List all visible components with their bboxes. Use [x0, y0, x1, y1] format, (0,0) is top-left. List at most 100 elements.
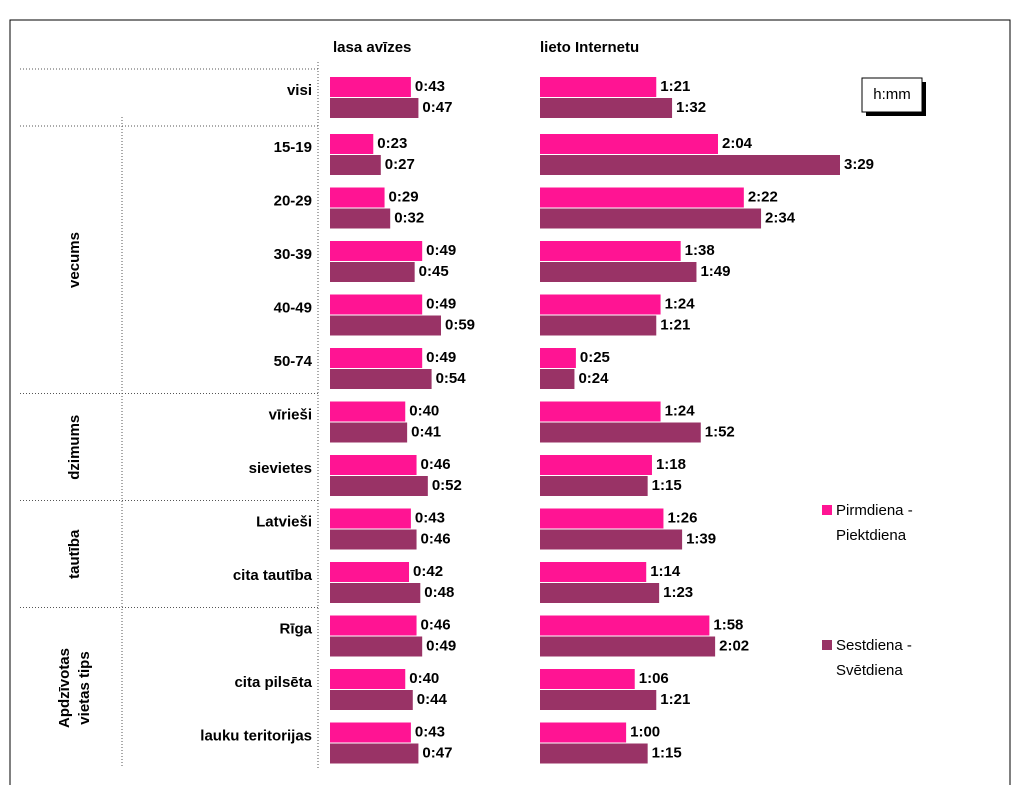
- category-label: cita tautība: [233, 567, 313, 584]
- value-label: 0:27: [385, 156, 415, 173]
- value-label: 0:45: [419, 263, 449, 280]
- panel-title: lasa avīzes: [333, 39, 411, 56]
- bar: [540, 476, 648, 496]
- value-label: 1:24: [665, 402, 696, 419]
- value-label: 1:24: [665, 295, 696, 312]
- category-label: 15-19: [274, 139, 312, 156]
- bar: [330, 476, 428, 496]
- value-label: 0:41: [411, 423, 441, 440]
- legend-swatch: [822, 640, 832, 650]
- value-label: 0:54: [436, 370, 467, 387]
- value-label: 1:18: [656, 456, 686, 473]
- value-label: 1:14: [650, 563, 681, 580]
- category-label: 20-29: [274, 192, 312, 209]
- bar: [540, 583, 660, 603]
- frame: [9, 19, 1011, 785]
- unit-note: h:mm: [873, 86, 911, 103]
- group-label: Apdzīvotas: [56, 648, 73, 728]
- value-label: 1:21: [660, 316, 690, 333]
- bar: [330, 187, 385, 208]
- value-label: 0:47: [422, 744, 452, 761]
- value-label: 1:15: [652, 477, 682, 494]
- bar: [330, 455, 417, 475]
- bar: [330, 562, 410, 582]
- category-label: lauku teritorijas: [200, 727, 312, 744]
- bar: [540, 294, 661, 315]
- bar: [540, 562, 647, 582]
- value-label: 1:38: [685, 242, 715, 259]
- bar: [330, 294, 423, 315]
- value-label: 0:44: [417, 691, 448, 708]
- bar: [330, 583, 421, 603]
- category-label: vīrieši: [269, 406, 312, 423]
- value-label: 1:00: [630, 723, 660, 740]
- value-label: 1:32: [676, 99, 706, 116]
- value-label: 1:23: [663, 584, 693, 601]
- bar: [540, 455, 652, 475]
- bar: [330, 636, 423, 657]
- value-label: 0:23: [377, 135, 407, 152]
- bar: [540, 208, 762, 229]
- category-label: visi: [287, 82, 312, 99]
- bar: [330, 241, 423, 261]
- value-label: 0:48: [424, 584, 454, 601]
- value-label: 0:32: [394, 209, 424, 226]
- group-label: tautība: [66, 529, 83, 579]
- value-label: 2:04: [722, 135, 753, 152]
- bar: [330, 348, 423, 368]
- group-label: vecums: [66, 232, 83, 288]
- bar: [330, 315, 441, 336]
- value-label: 1:06: [639, 670, 669, 687]
- value-label: 0:46: [421, 616, 451, 633]
- category-label: 50-74: [274, 353, 313, 370]
- value-label: 0:40: [409, 670, 439, 687]
- bar: [330, 369, 432, 389]
- legend-label: Pirmdiena -: [836, 502, 913, 519]
- value-label: 2:22: [748, 188, 778, 205]
- group-label: dzimums: [66, 415, 83, 480]
- value-label: 0:49: [426, 637, 456, 654]
- category-label: 30-39: [274, 246, 312, 263]
- category-label: 40-49: [274, 299, 312, 316]
- bar: [540, 669, 635, 689]
- category-label: sievietes: [249, 460, 312, 477]
- bar: [330, 508, 411, 529]
- value-label: 1:52: [705, 423, 735, 440]
- category-label: Latvieši: [256, 513, 312, 530]
- bar: [540, 690, 657, 710]
- bar: [540, 77, 657, 97]
- value-label: 0:29: [389, 188, 419, 205]
- value-label: 0:49: [426, 295, 456, 312]
- category-label: cita pilsēta: [234, 674, 312, 691]
- bar: [330, 722, 411, 743]
- bar: [540, 508, 664, 529]
- value-label: 0:43: [415, 509, 445, 526]
- value-label: 3:29: [844, 156, 874, 173]
- bar: [330, 208, 391, 229]
- legend-label: Sestdiena -: [836, 637, 912, 654]
- bar: [540, 187, 744, 208]
- value-label: 0:24: [578, 370, 609, 387]
- value-label: 0:43: [415, 78, 445, 95]
- bar: [540, 722, 627, 743]
- bar: [540, 636, 716, 657]
- bar: [330, 669, 406, 689]
- category-label: Rīga: [279, 620, 312, 637]
- unit-box: [861, 77, 923, 113]
- value-label: 0:49: [426, 349, 456, 366]
- bar: [540, 529, 683, 550]
- bar: [540, 743, 648, 764]
- value-label: 1:49: [700, 263, 730, 280]
- bar: [330, 77, 411, 97]
- bar: [330, 98, 419, 118]
- bar: [540, 348, 576, 368]
- bar: [540, 369, 575, 389]
- value-label: 1:39: [686, 530, 716, 547]
- legend-label: Svētdiena: [836, 662, 903, 679]
- bar: [540, 401, 661, 422]
- bar: [330, 529, 417, 550]
- value-label: 0:49: [426, 242, 456, 259]
- value-label: 1:15: [652, 744, 682, 761]
- value-label: 2:34: [765, 209, 796, 226]
